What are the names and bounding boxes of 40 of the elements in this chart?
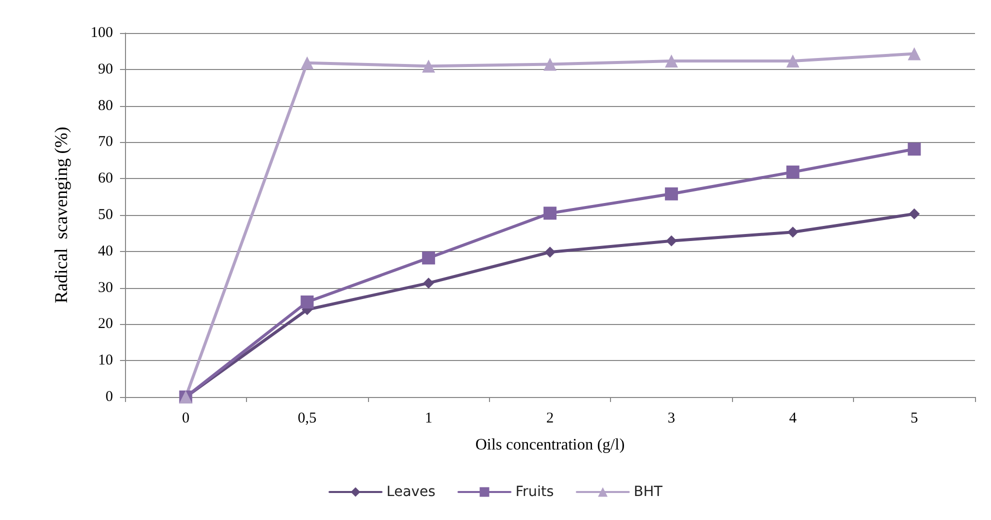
- point: [666, 235, 677, 246]
- x-tick-label: 0,5: [298, 410, 317, 426]
- x-tick-label: 4: [789, 410, 798, 426]
- x-axis-title: Oils concentration (g/l): [475, 436, 625, 454]
- point: [908, 208, 920, 220]
- point: [664, 54, 678, 68]
- x-tick-label: 1: [424, 410, 432, 426]
- point: [300, 295, 314, 308]
- point: [300, 56, 314, 70]
- y-tick-label: 60: [98, 170, 113, 187]
- point: [423, 278, 434, 289]
- point: [422, 60, 436, 73]
- point: [787, 226, 798, 238]
- x-tick-label: 0: [182, 410, 190, 426]
- x-tick-label: 5: [910, 410, 918, 426]
- point: [908, 47, 921, 60]
- y-tick-label: 100: [90, 25, 113, 41]
- point: [786, 166, 800, 179]
- y-tick-label: 70: [98, 134, 113, 150]
- legend-label: Fruits: [515, 484, 554, 500]
- y-axis-title: Radical scavenging (%): [51, 126, 71, 304]
- point: [422, 251, 436, 264]
- y-tick-label: 40: [98, 243, 113, 260]
- y-tick-label: 90: [98, 61, 113, 78]
- y-tick-label: 30: [98, 280, 113, 296]
- point: [544, 206, 556, 220]
- y-tick-label: 80: [98, 98, 113, 114]
- point: [786, 54, 800, 68]
- y-tick-label: 0: [106, 389, 113, 405]
- point: [544, 58, 556, 71]
- x-tick-label: 3: [668, 410, 676, 426]
- y-tick-label: 50: [98, 207, 113, 223]
- legend-label: BHT: [634, 484, 663, 500]
- point: [908, 142, 921, 156]
- x-tick-label: 2: [546, 410, 554, 426]
- point: [544, 246, 556, 258]
- legend-label: Leaves: [386, 484, 436, 500]
- y-tick-label: 10: [98, 352, 113, 369]
- y-tick-label: 20: [98, 316, 113, 332]
- point: [664, 187, 678, 200]
